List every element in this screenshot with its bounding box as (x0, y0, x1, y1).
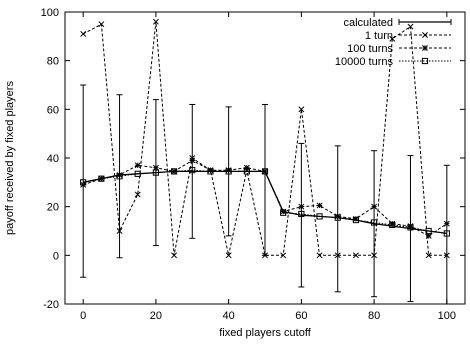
data-point (98, 175, 105, 182)
data-point (261, 168, 269, 175)
data-point (225, 168, 232, 175)
data-point (152, 18, 159, 25)
y-tick-label: 60 (47, 104, 59, 116)
error-bar (80, 84, 87, 278)
data-point (80, 179, 87, 186)
x-tick-label: 100 (438, 310, 456, 322)
data-point (298, 106, 305, 113)
legend-marker (422, 45, 428, 51)
legend-item-1-turn: 1 turn (365, 30, 451, 42)
error-bar (298, 142, 305, 288)
data-point (352, 216, 360, 224)
series-calculated (80, 84, 450, 305)
data-point (152, 164, 159, 171)
error-bar (443, 164, 450, 305)
series-layer (80, 18, 450, 305)
data-point (371, 203, 378, 210)
data-point (407, 224, 414, 231)
series-1-turn (80, 18, 450, 259)
x-tick-label: 80 (368, 310, 380, 322)
data-point (80, 30, 87, 37)
data-point (262, 252, 268, 259)
series-line-1-turn (82, 21, 447, 256)
y-tick-label: 100 (41, 7, 59, 19)
data-point (243, 168, 250, 175)
data-point (316, 202, 323, 209)
data-point (280, 209, 287, 216)
legend-marker (421, 57, 429, 65)
y-tick-label: 0 (53, 250, 59, 262)
legend-label: calculated (343, 17, 393, 29)
data-point (116, 173, 123, 180)
y-tick-label: 80 (47, 56, 59, 68)
data-point (98, 21, 105, 28)
data-point (334, 214, 341, 221)
data-point (170, 168, 178, 175)
x-tick-label: 0 (80, 310, 86, 322)
data-point (371, 252, 378, 259)
data-point (407, 23, 414, 30)
data-point (207, 168, 214, 175)
data-point (189, 167, 196, 174)
data-point (316, 213, 323, 220)
data-point (389, 35, 396, 42)
data-point (443, 220, 450, 227)
data-point (225, 252, 232, 259)
x-axis-title: fixed players cutoff (219, 327, 311, 339)
error-bar (371, 150, 378, 298)
legend-item-calculated: calculated (343, 17, 452, 29)
y-tick-label: -20 (43, 299, 59, 311)
data-point (298, 203, 305, 210)
x-tick-label: 40 (223, 310, 235, 322)
data-point (316, 252, 323, 259)
x-tick-label: 60 (295, 310, 307, 322)
y-tick-label: 20 (47, 202, 59, 214)
data-point (280, 252, 287, 259)
data-point (243, 164, 250, 171)
series-line-10000-turns (83, 169, 447, 234)
legend-label: 10000 turns (335, 56, 394, 68)
data-point (425, 252, 432, 259)
data-point (189, 157, 196, 164)
data-point (443, 252, 450, 259)
data-point (425, 227, 432, 235)
data-point (134, 162, 141, 169)
data-point (352, 252, 359, 259)
axis-ticks: 0 20 40 60 80 100 -20 0 20 40 60 80 100 (41, 7, 465, 322)
error-bar (262, 103, 268, 256)
series-10000-turns (80, 167, 450, 237)
y-tick-label: 40 (47, 153, 59, 165)
data-point (134, 191, 141, 198)
data-point (334, 252, 341, 259)
legend-item-100-turns: 100 turns (347, 43, 451, 55)
data-point (171, 252, 178, 259)
data-point (443, 230, 450, 237)
x-tick-label: 20 (150, 310, 162, 322)
data-point (152, 169, 160, 176)
data-point (425, 232, 432, 239)
data-point (134, 170, 141, 177)
legend-item-10000-turns: 10000 turns (335, 56, 451, 68)
data-point (171, 168, 178, 175)
data-point (370, 219, 378, 226)
legend-label: 1 turn (365, 30, 393, 42)
y-axis-title: payoff received by fixed players (4, 81, 16, 235)
legend-label: 100 turns (347, 43, 393, 55)
data-point (298, 210, 305, 218)
legend-marker (422, 32, 428, 38)
error-bar (189, 103, 196, 239)
data-point (389, 221, 396, 229)
data-point (116, 228, 123, 234)
